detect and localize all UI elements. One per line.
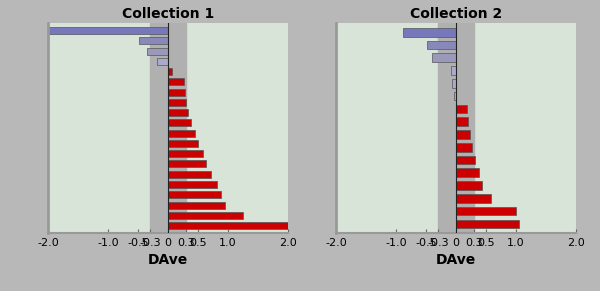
Bar (157, 58, 168, 65)
Bar (168, 88, 185, 95)
Bar (452, 79, 456, 88)
Bar (168, 68, 172, 75)
Bar (456, 219, 519, 228)
Title: Collection 1: Collection 1 (122, 7, 214, 21)
Bar (456, 104, 467, 113)
Bar (451, 66, 456, 75)
Bar (147, 47, 168, 54)
Bar (168, 78, 184, 85)
Bar (403, 28, 456, 37)
X-axis label: DAve: DAve (436, 253, 476, 267)
Bar (456, 181, 482, 190)
Bar (168, 130, 195, 137)
Bar (168, 222, 288, 229)
Bar (456, 156, 475, 164)
Bar (456, 130, 470, 139)
Bar (438, 23, 474, 233)
Bar (454, 92, 456, 100)
Bar (456, 143, 472, 152)
Bar (456, 117, 468, 126)
Bar (456, 207, 516, 215)
Bar (168, 181, 217, 188)
Bar (168, 99, 186, 106)
Bar (168, 109, 188, 116)
Bar (48, 27, 168, 34)
Bar (168, 140, 198, 147)
Bar (168, 212, 243, 219)
Bar (168, 161, 206, 168)
Bar (456, 168, 479, 177)
Bar (168, 191, 221, 198)
Bar (456, 194, 491, 203)
Bar (139, 37, 168, 44)
X-axis label: DAve: DAve (148, 253, 188, 267)
Bar (168, 119, 191, 126)
Bar (168, 171, 211, 178)
Title: Collection 2: Collection 2 (410, 7, 502, 21)
Bar (427, 41, 456, 49)
Bar (168, 150, 203, 157)
Bar (168, 202, 225, 209)
Bar (150, 23, 186, 233)
Bar (432, 54, 456, 62)
